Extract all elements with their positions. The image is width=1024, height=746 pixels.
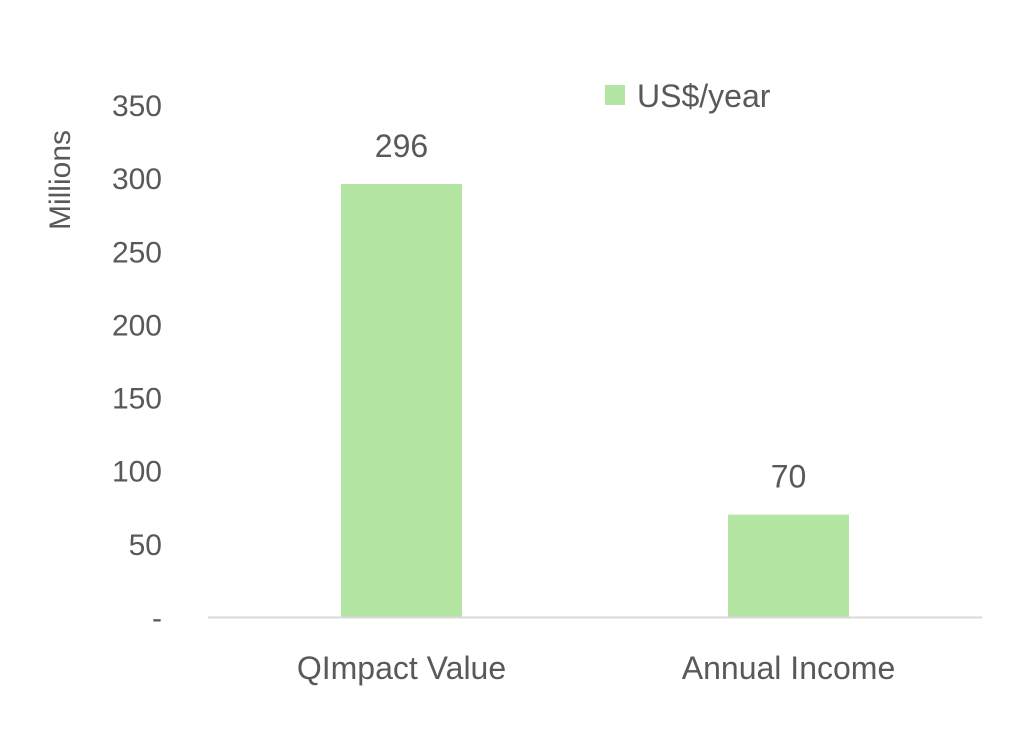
bar-annual-income bbox=[728, 514, 849, 617]
y-axis-title: Millions bbox=[44, 130, 77, 230]
y-tick-label: 300 bbox=[112, 163, 162, 196]
y-tick-label: 100 bbox=[112, 456, 162, 489]
y-tick-label: 50 bbox=[129, 529, 162, 562]
data-label: 70 bbox=[771, 459, 807, 495]
y-axis-ticks: - 50 100 150 200 250 300 350 bbox=[112, 90, 162, 635]
legend-swatch bbox=[605, 85, 625, 105]
data-labels: 296 70 bbox=[375, 128, 806, 495]
y-tick-label: 200 bbox=[112, 309, 162, 342]
y-tick-label: 250 bbox=[112, 236, 162, 269]
category-label: Annual Income bbox=[682, 650, 895, 686]
bars bbox=[341, 183, 849, 617]
y-tick-label: - bbox=[152, 602, 162, 635]
category-labels: QImpact Value Annual Income bbox=[297, 650, 895, 686]
y-tick-label: 350 bbox=[112, 90, 162, 123]
legend: US$/year bbox=[605, 78, 771, 114]
data-label: 296 bbox=[375, 128, 428, 164]
y-tick-label: 150 bbox=[112, 383, 162, 416]
category-label: QImpact Value bbox=[297, 650, 506, 686]
bar-qimpact-value bbox=[341, 183, 462, 617]
legend-label-us-year: US$/year bbox=[637, 78, 771, 114]
